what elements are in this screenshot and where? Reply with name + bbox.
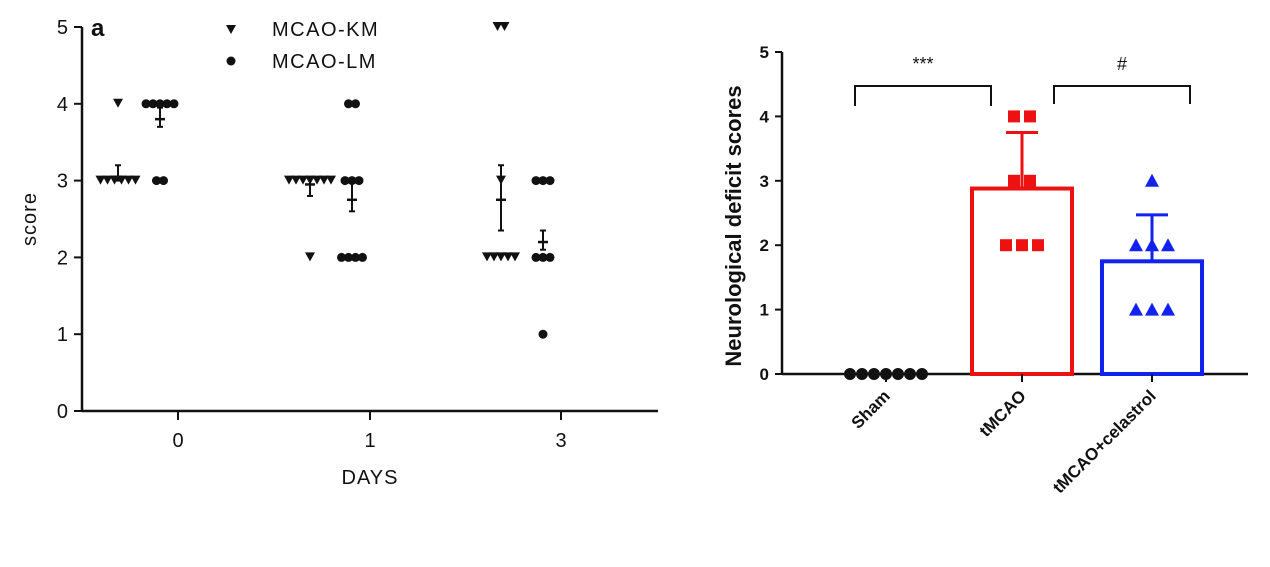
data-point xyxy=(892,368,904,380)
right-y-tick-label: 4 xyxy=(760,107,770,126)
data-point-mcao-lm xyxy=(538,329,548,339)
data-point-mcao-km xyxy=(305,252,315,262)
data-point xyxy=(868,368,880,380)
right-y-tick-label: 0 xyxy=(760,365,769,384)
scatter-panel: 0 1 2 3 4 5 0 1 3 a DAYS score MCAO-KM MCAO-LM xyxy=(19,15,658,489)
data-point-mcao-lm xyxy=(358,252,367,262)
data-point xyxy=(916,368,928,380)
right-y-tick-label: 1 xyxy=(760,301,769,320)
legend-label-km: MCAO-KM xyxy=(272,19,379,41)
data-point-mcao-lm xyxy=(354,176,364,186)
data-point xyxy=(904,368,916,380)
data-point xyxy=(1129,238,1143,252)
data-point xyxy=(1024,110,1036,123)
data-point-mcao-km xyxy=(499,22,510,31)
legend: MCAO-KM MCAO-LM xyxy=(226,19,379,73)
bar-tmcao xyxy=(970,186,1074,376)
data-point-mcao-lm xyxy=(169,99,179,109)
left-y-tick-label: 2 xyxy=(57,247,68,269)
data-point-mcao-lm xyxy=(337,252,346,262)
data-point xyxy=(1008,110,1020,123)
significance-bracket xyxy=(1053,85,1191,104)
data-point-mcao-lm xyxy=(141,99,151,109)
data-point-mcao-km xyxy=(489,252,499,262)
data-point-mcao-lm xyxy=(351,252,360,262)
data-point-mcao-km xyxy=(503,252,513,262)
data-point-mcao-km xyxy=(284,175,294,185)
data-point-mcao-lm xyxy=(538,252,548,262)
data-point-mcao-lm xyxy=(152,176,161,186)
data-point-mcao-km xyxy=(291,175,301,185)
data-point-mcao-lm xyxy=(531,176,541,186)
significance-label: # xyxy=(1117,54,1127,74)
data-point-mcao-lm xyxy=(545,176,555,186)
data-point-mcao-lm xyxy=(344,99,353,109)
left-x-axis-label: DAYS xyxy=(342,467,399,489)
data-point-mcao-km xyxy=(492,22,503,31)
data-point-mcao-lm xyxy=(538,176,548,186)
right-y-tick-label: 2 xyxy=(760,236,769,255)
data-point-mcao-lm xyxy=(162,99,172,109)
panel-letter: a xyxy=(91,15,105,42)
data-point-mcao-lm xyxy=(159,176,168,186)
left-x-tick-label: 1 xyxy=(364,430,375,452)
data-point-mcao-lm xyxy=(351,99,360,109)
legend-marker-km xyxy=(226,25,236,34)
data-point xyxy=(1024,174,1036,187)
data-point-mcao-km xyxy=(130,175,141,185)
data-point-mcao-km xyxy=(326,175,336,185)
legend-marker-lm xyxy=(226,56,236,66)
data-point xyxy=(1145,173,1159,187)
legend-label-lm: MCAO-LM xyxy=(272,51,377,73)
data-point-mcao-lm xyxy=(148,99,158,109)
left-y-tick-label: 4 xyxy=(57,94,68,116)
data-point-mcao-km xyxy=(496,252,506,262)
data-point xyxy=(1032,239,1044,252)
data-point xyxy=(1008,174,1020,187)
significance-bracket xyxy=(854,85,992,106)
data-point xyxy=(1145,302,1159,316)
left-y-tick-label: 5 xyxy=(57,17,68,39)
data-point-mcao-lm xyxy=(340,176,350,186)
left-x-tick-label: 3 xyxy=(555,430,566,452)
data-point xyxy=(856,368,868,380)
data-point-mcao-km xyxy=(102,175,113,185)
data-point xyxy=(844,368,856,380)
data-point-mcao-lm xyxy=(531,252,541,262)
data-point-mcao-km xyxy=(312,175,322,185)
data-point-mcao-km xyxy=(510,252,520,262)
right-x-tick-label: tMCAO+celastrol xyxy=(1049,386,1160,497)
data-point xyxy=(1161,302,1175,316)
left-y-tick-label: 3 xyxy=(57,171,68,193)
data-point xyxy=(1129,302,1143,316)
left-y-tick-label: 1 xyxy=(57,324,68,346)
data-point xyxy=(1016,239,1028,252)
right-y-tick-label: 3 xyxy=(760,172,769,191)
data-point-mcao-km xyxy=(482,252,492,262)
right-x-tick-label: tMCAO xyxy=(976,386,1030,440)
right-y-axis-label: Neurological deficit scores xyxy=(721,85,746,366)
data-point-mcao-km xyxy=(95,175,106,185)
data-point-mcao-km xyxy=(319,175,329,185)
data-point xyxy=(1000,239,1012,252)
data-point-mcao-lm xyxy=(545,252,555,262)
data-point-mcao-km xyxy=(298,175,308,185)
bar-tmcao-celastrol xyxy=(1100,259,1204,376)
data-point-mcao-km xyxy=(123,175,134,185)
left-x-tick-label: 0 xyxy=(172,430,183,452)
data-point xyxy=(1161,238,1175,252)
bar-panel: 0 1 2 3 4 5 Sham tMCAO tMCAO+celastrol *** # Neu… xyxy=(721,43,1248,497)
data-point-mcao-km xyxy=(113,98,123,108)
data-point xyxy=(1145,238,1159,252)
significance-label: *** xyxy=(912,54,933,74)
right-y-tick-label: 5 xyxy=(760,43,769,62)
data-point-mcao-lm xyxy=(155,99,165,109)
left-y-axis-label: score xyxy=(19,192,41,246)
data-point-mcao-lm xyxy=(344,252,353,262)
right-x-tick-label: Sham xyxy=(848,386,894,432)
left-y-tick-label: 0 xyxy=(57,401,68,423)
